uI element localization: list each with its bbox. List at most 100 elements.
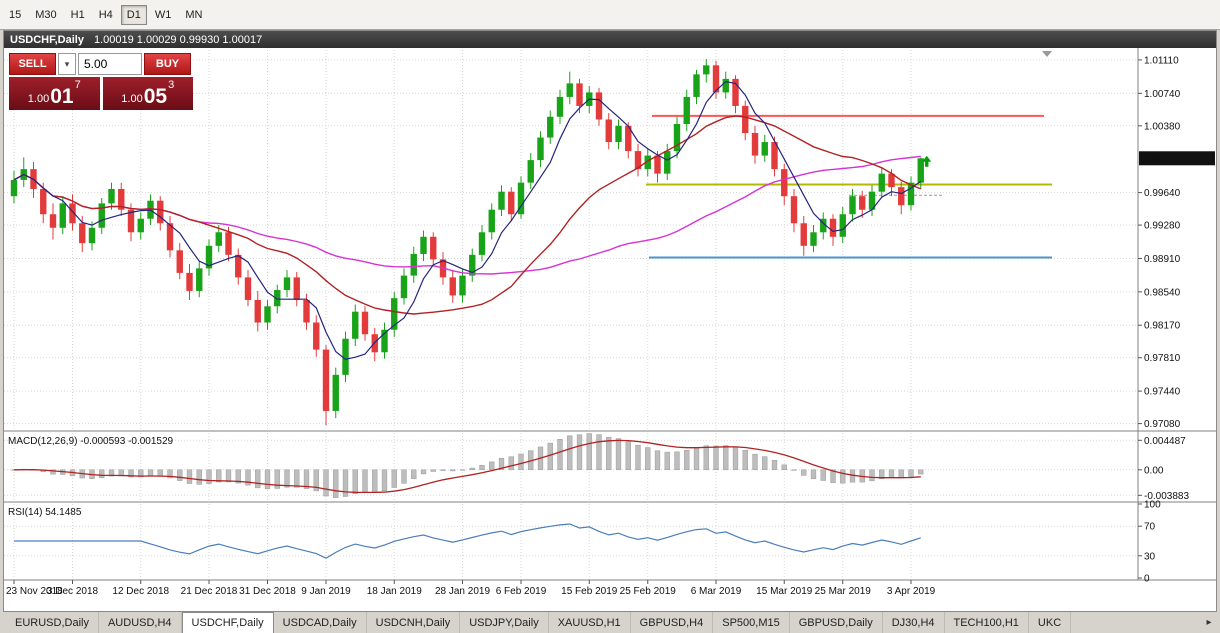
candle-body — [517, 182, 525, 215]
price-axis[interactable]: 1.01110 1.00740 1.00380 0.99640 0.99280 0.989… — [1138, 55, 1189, 585]
candle-body — [907, 182, 915, 206]
candle-body — [410, 253, 417, 276]
rsi-axis-label: 0 — [1144, 574, 1150, 585]
candle-body — [829, 218, 837, 237]
chart-tab-USDCAD-Daily[interactable]: USDCAD,Daily — [274, 612, 367, 633]
candle-body — [79, 223, 86, 244]
timeframe-button-M30[interactable]: M30 — [35, 8, 57, 21]
chevron-down-icon: ▾ — [64, 58, 70, 69]
rsi-line — [14, 523, 921, 559]
timeframe-button-H4[interactable]: H4 — [98, 8, 113, 21]
date-axis-label: 25 Mar 2019 — [815, 586, 872, 597]
candle-body — [683, 96, 690, 124]
candle-body — [556, 96, 564, 117]
candle-body — [40, 188, 47, 215]
chart-tab-GBPUSD-H4[interactable]: GBPUSD,H4 — [631, 612, 714, 633]
candle-body — [205, 245, 213, 269]
candle-body — [703, 65, 710, 75]
volume-input[interactable] — [78, 53, 142, 75]
buy-button[interactable]: BUY — [144, 53, 191, 75]
date-axis-label: 6 Mar 2019 — [691, 586, 742, 597]
candle-body — [498, 191, 505, 210]
ask-price-display[interactable]: 1.00 05 3 — [102, 77, 193, 110]
chart-tab-USDJPY-Daily[interactable]: USDJPY,Daily — [460, 612, 549, 633]
rsi-label: RSI(14) 54.1485 — [8, 507, 82, 518]
chart-tab-GBPUSD-Daily[interactable]: GBPUSD,Daily — [790, 612, 883, 633]
timeframe-button-H1[interactable]: H1 — [70, 8, 85, 21]
candle-body — [868, 191, 876, 210]
chart-tab-AUDUSD-H4[interactable]: AUDUSD,H4 — [99, 612, 182, 633]
candle-body — [761, 142, 768, 156]
ask-prefix: 1.00 — [121, 93, 143, 105]
timeframe-button-15[interactable]: 15 — [9, 8, 22, 21]
chart-tabs: EURUSD,Daily AUDUSD,H4 USDCHF,Daily USDCAD,… — [6, 612, 1220, 633]
rsi-axis-label: 100 — [1144, 500, 1161, 511]
volume-dropdown[interactable]: ▾ — [58, 53, 76, 75]
candle-body — [118, 188, 125, 210]
chart-tab-SP500-M15[interactable]: SP500,M15 — [713, 612, 790, 633]
chart-canvas[interactable]: 1.01110 1.00740 1.00380 0.99640 0.99280 0.989… — [4, 48, 1216, 611]
candle-body — [352, 311, 359, 339]
chart-tab-DJ30-H4[interactable]: DJ30,H4 — [883, 612, 945, 633]
timeframe-button-W1[interactable]: W1 — [154, 8, 172, 21]
candle-body — [839, 214, 846, 237]
candle-body — [712, 65, 720, 93]
candle-body — [196, 268, 203, 291]
timeframe-toolbar: 15 M30 H1 H4 D1 W1 MN — [0, 0, 1220, 30]
candle-body — [244, 277, 252, 300]
chart-tab-TECH100-H1[interactable]: TECH100,H1 — [945, 612, 1029, 633]
bid-price-display[interactable]: 1.00 01 7 — [9, 77, 100, 110]
candle-body — [400, 275, 408, 299]
candle-body — [127, 209, 135, 233]
chart-shift-icon[interactable] — [1042, 51, 1052, 57]
candle-body — [108, 188, 115, 204]
tab-scroll-right-icon[interactable]: ▸ — [1201, 614, 1217, 630]
date-axis-label: 12 Dec 2018 — [112, 586, 169, 597]
candle-body — [605, 119, 612, 143]
chart-window: USDCHF,Daily 1.00019 1.00029 0.99930 1.0… — [3, 30, 1217, 612]
chart-tab-USDCHF-Daily[interactable]: USDCHF,Daily — [181, 612, 274, 633]
candle-body — [303, 299, 310, 323]
candle-body — [898, 187, 905, 206]
candle-body — [810, 232, 817, 246]
chart-tab-bar: EURUSD,Daily AUDUSD,H4 USDCHF,Daily USDCAD,… — [0, 612, 1220, 633]
chart-tab-UKC[interactable]: UKC — [1029, 612, 1072, 633]
price-axis-label: 1.01110 — [1144, 55, 1179, 66]
candle-body — [488, 209, 495, 233]
timeframe-button-D1[interactable]: D1 — [120, 4, 147, 25]
macd-axis-label: 0.00 — [1144, 465, 1164, 476]
candle-body — [615, 125, 622, 143]
chart-tab-XAUUSD-H1[interactable]: XAUUSD,H1 — [549, 612, 631, 633]
candle-body — [166, 223, 174, 251]
candle-body — [820, 218, 827, 233]
chart-tab-EURUSD-Daily[interactable]: EURUSD,Daily — [6, 612, 99, 633]
date-axis-label: 25 Feb 2019 — [620, 586, 677, 597]
date-axis-label: 6 Feb 2019 — [496, 586, 547, 597]
price-axis-label: 0.97080 — [1144, 419, 1181, 430]
candle-body — [664, 151, 671, 174]
date-axis-label: 9 Jan 2019 — [301, 586, 351, 597]
sell-button[interactable]: SELL — [9, 53, 56, 75]
candle-body — [527, 160, 534, 183]
macd-axis-label: 0.004487 — [1144, 436, 1186, 447]
price-axis-label: 0.98170 — [1144, 321, 1181, 332]
candle-body — [537, 137, 544, 161]
candle-body — [722, 78, 729, 93]
candle-body — [10, 179, 18, 197]
timeframe-button-MN[interactable]: MN — [185, 8, 203, 21]
price-axis-label: 0.97810 — [1144, 353, 1181, 364]
candle-body — [781, 169, 788, 197]
ma-medium-line — [13, 115, 922, 315]
candle-body — [751, 133, 759, 156]
candle-body — [420, 236, 427, 254]
candle-body — [361, 311, 369, 335]
candle-body — [430, 236, 437, 260]
candle-body — [332, 374, 339, 411]
date-axis-label: 3 Dec 2018 — [47, 586, 99, 597]
candle-body — [595, 92, 603, 120]
chart-tab-USDCNH-Daily[interactable]: USDCNH,Daily — [367, 612, 461, 633]
chart-grid — [4, 50, 1138, 578]
candle-body — [790, 196, 798, 224]
